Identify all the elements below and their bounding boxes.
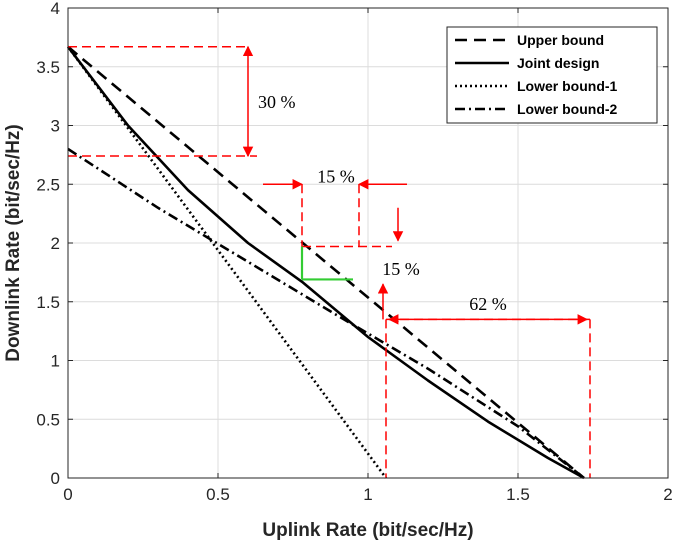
y-tick-label: 4 <box>51 0 60 18</box>
x-tick-label: 1 <box>363 485 372 504</box>
axis-ticks: 0 0.5 1 1.5 2 0 0.5 1 1.5 2 2.5 3 3.5 4 <box>36 0 672 504</box>
annotation-layer: 30 % 15 % 15 % 62 % <box>68 45 591 478</box>
legend-box <box>446 26 658 124</box>
x-tick-label: 1.5 <box>506 485 530 504</box>
x-tick-label: 0.5 <box>206 485 230 504</box>
legend-label: Lower bound-2 <box>517 101 618 117</box>
y-tick-label: 0 <box>51 469 60 488</box>
annotation-15-percent-vertical: 15 % <box>382 259 420 279</box>
legend: Upper bound Joint design Lower bound-1 Lowe… <box>446 26 658 124</box>
series-line-lower-bound-1 <box>66 46 388 479</box>
x-tick-label: 0 <box>63 485 72 504</box>
series-line-joint-design <box>66 46 585 480</box>
y-axis-title: Downlink Rate (bit/sec/Hz) <box>3 124 24 362</box>
y-tick-label: 1.5 <box>36 293 60 312</box>
annotation-62-percent: 62 % <box>469 294 507 314</box>
series-line-lower-bound-2 <box>67 147 585 480</box>
legend-label: Joint design <box>517 55 599 71</box>
y-tick-label: 3.5 <box>36 58 60 77</box>
y-tick-label: 0.5 <box>36 410 60 429</box>
annotation-15-percent-horizontal: 15 % <box>317 166 355 186</box>
legend-label: Lower bound-1 <box>517 78 618 94</box>
annotation-30-percent: 30 % <box>258 92 296 112</box>
series-layer <box>66 45 585 480</box>
y-tick-label: 1 <box>51 352 60 371</box>
x-axis-title: Uplink Rate (bit/sec/Hz) <box>262 520 473 541</box>
series-line-upper-bound <box>67 45 585 479</box>
y-tick-label: 2.5 <box>36 175 60 194</box>
legend-label: Upper bound <box>517 32 604 48</box>
x-tick-label: 2 <box>663 485 672 504</box>
y-tick-label: 3 <box>51 117 60 136</box>
y-tick-label: 2 <box>51 234 60 253</box>
